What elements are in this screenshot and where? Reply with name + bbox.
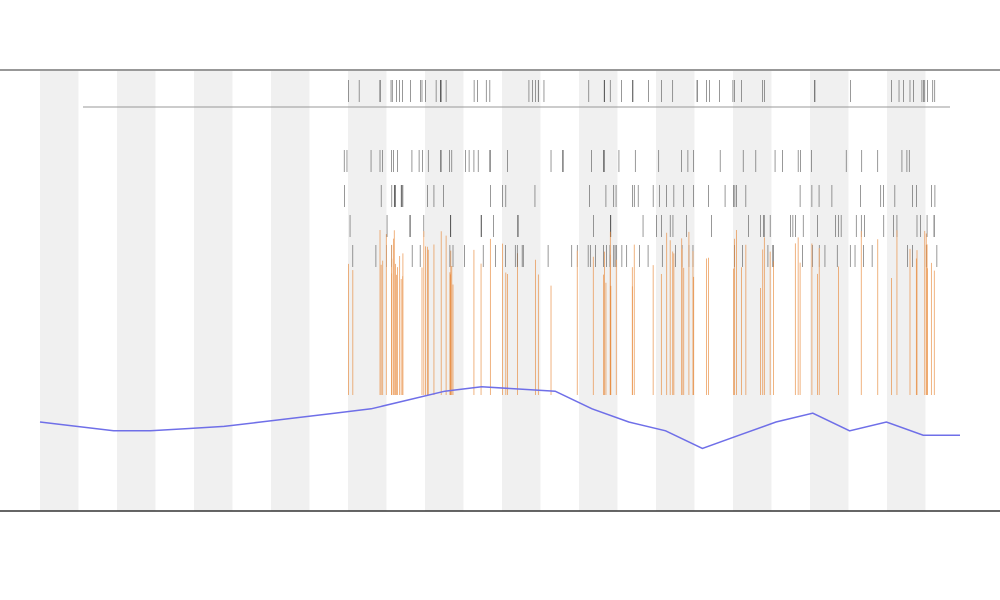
band — [887, 71, 926, 511]
band — [348, 71, 387, 511]
band — [502, 71, 541, 511]
series-line — [39, 386, 960, 450]
band — [810, 71, 849, 511]
band — [271, 71, 310, 511]
band — [733, 71, 772, 511]
bands — [40, 71, 926, 511]
band — [579, 71, 618, 511]
band — [40, 71, 79, 511]
band — [117, 71, 156, 511]
band — [656, 71, 695, 511]
spikes — [343, 80, 938, 395]
band — [194, 71, 233, 511]
band — [425, 71, 464, 511]
